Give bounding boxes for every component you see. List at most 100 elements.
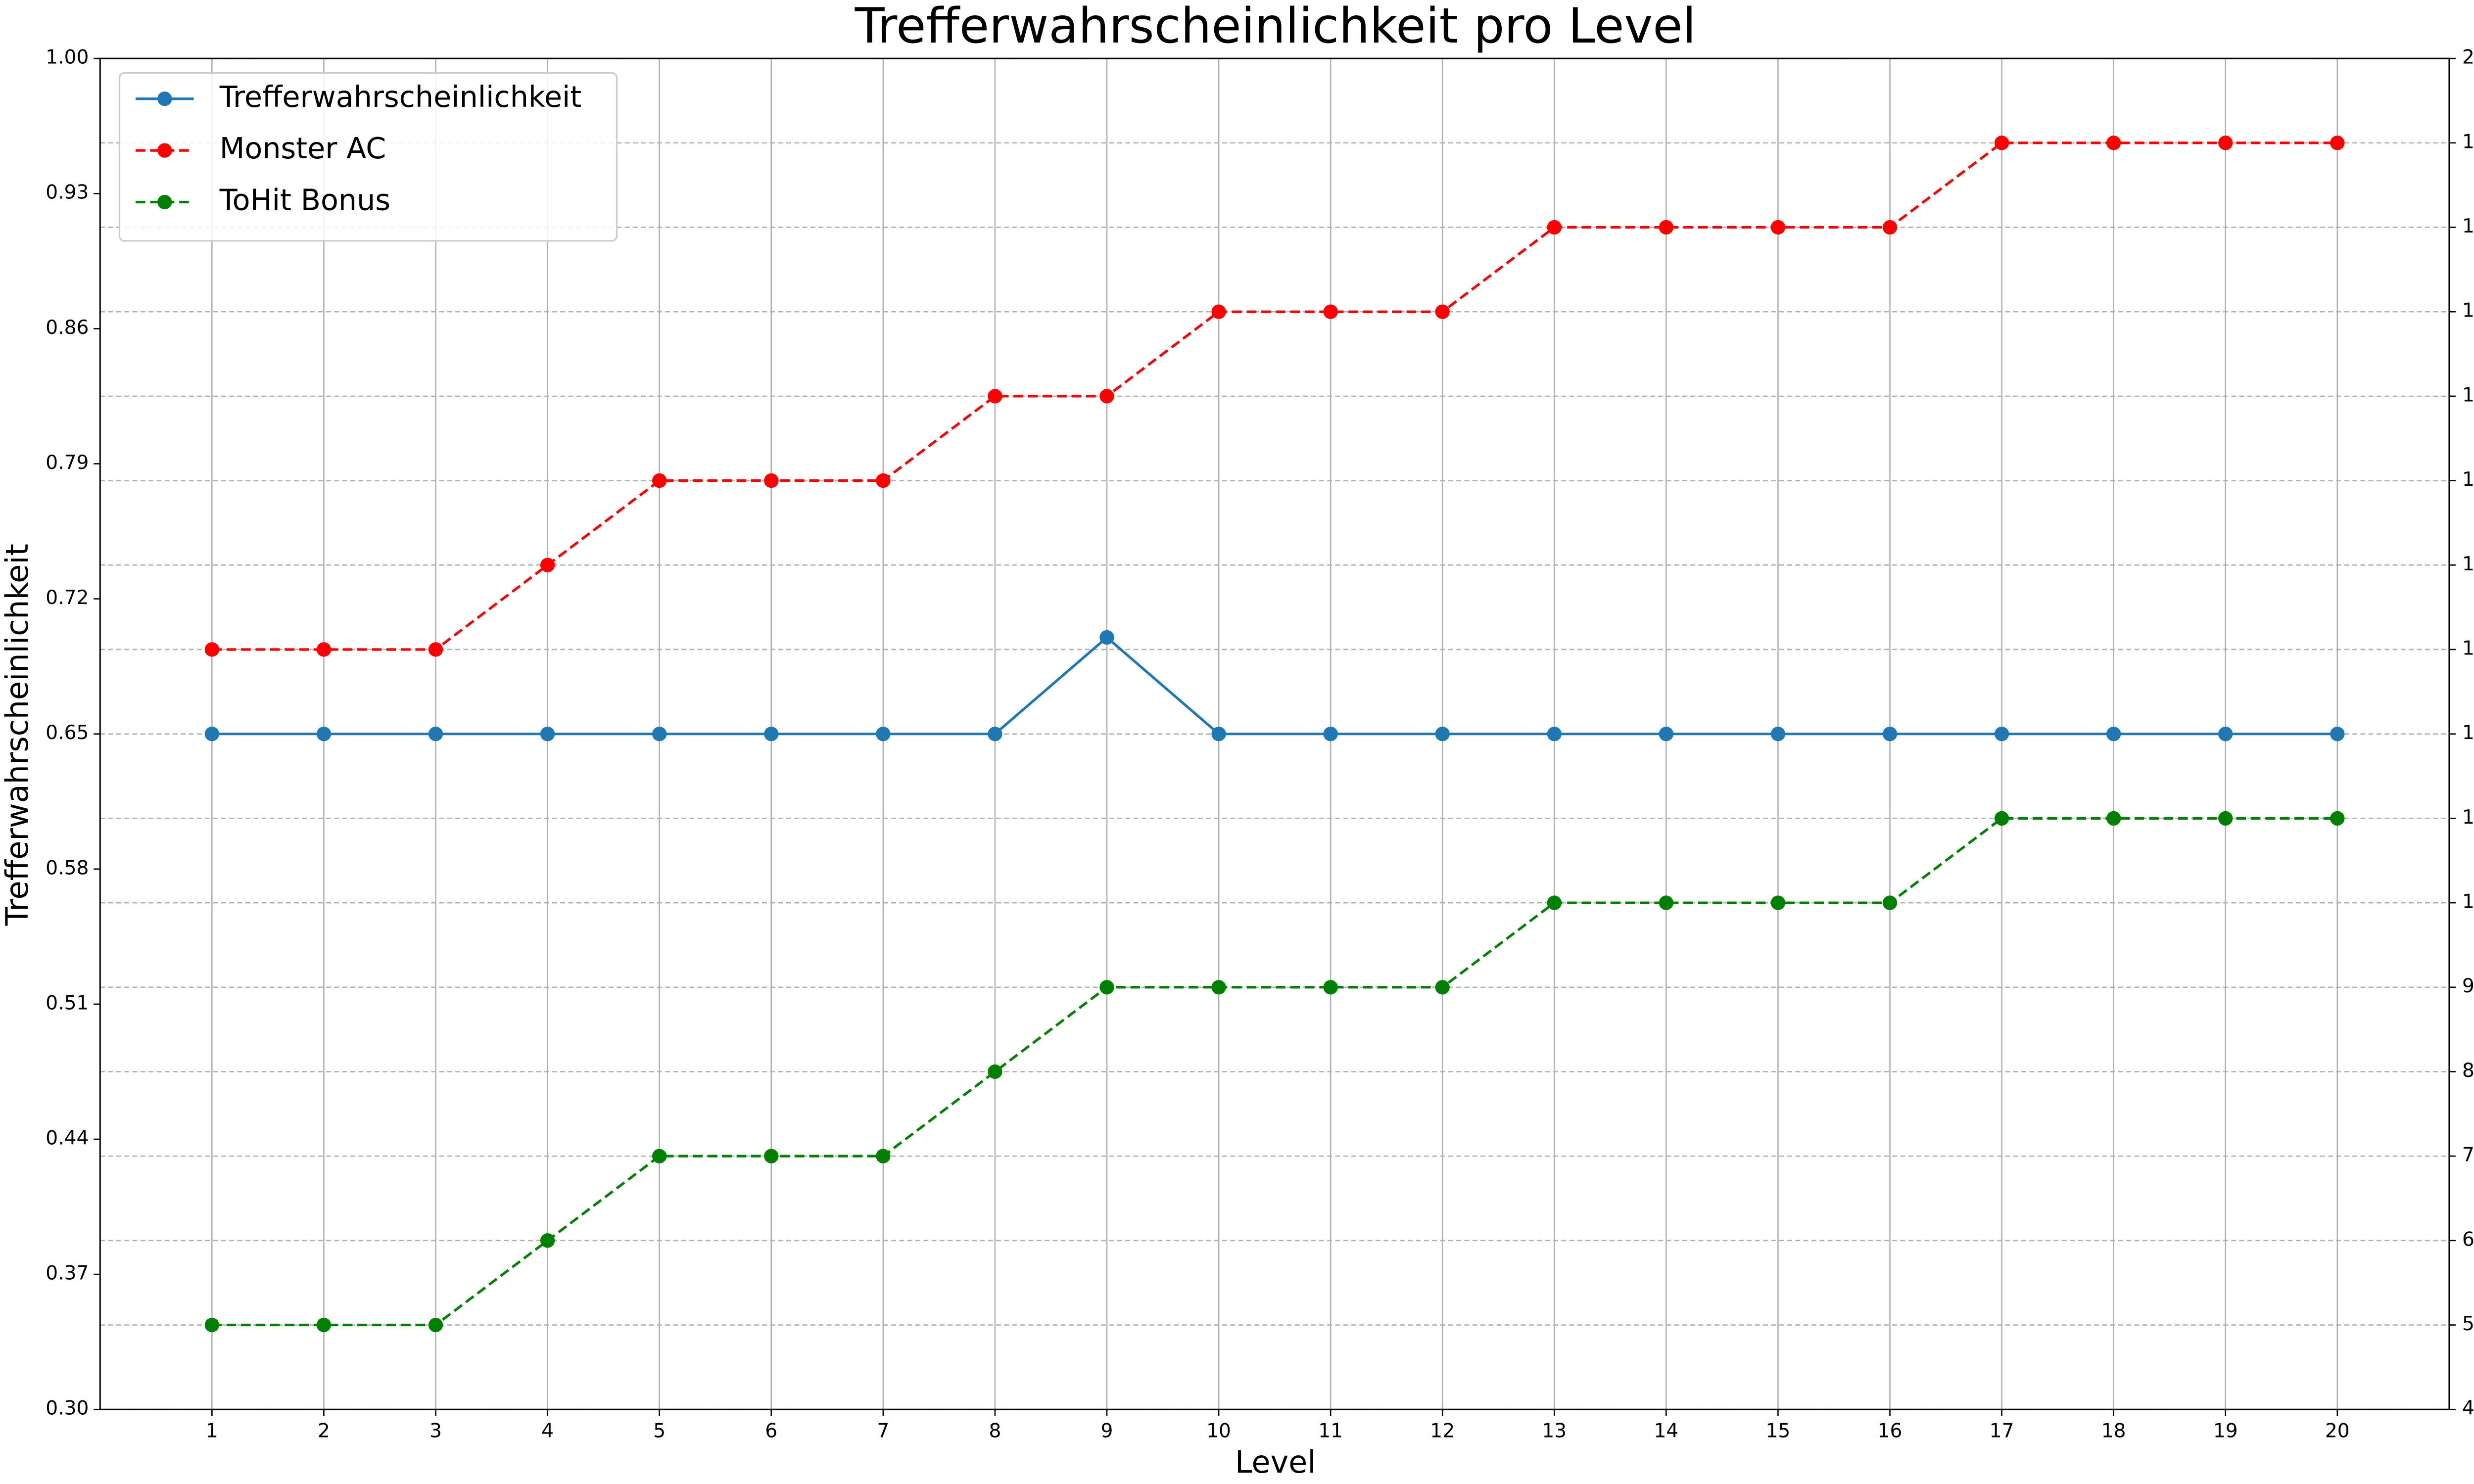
y-tick-label: 0.30 (46, 1397, 89, 1420)
data-point (1099, 630, 1114, 645)
data-point (2218, 136, 2233, 150)
data-point (1659, 727, 1674, 742)
data-point (1099, 389, 1114, 404)
x-tick-label: 15 (1766, 1420, 1791, 1442)
data-point (540, 727, 555, 742)
data-point (1994, 811, 2009, 826)
data-point (2218, 811, 2233, 826)
data-point (1659, 220, 1674, 235)
data-point (1323, 304, 1338, 319)
x-tick-label: 6 (765, 1420, 777, 1442)
data-point (1435, 727, 1450, 742)
legend-label: Monster AC (220, 131, 386, 165)
x-tick-label: 9 (1101, 1420, 1113, 1442)
data-point (1547, 895, 1562, 910)
y-tick-label: 1.00 (46, 46, 89, 69)
data-point (540, 557, 555, 572)
x-tick-label: 4 (541, 1420, 554, 1442)
data-point (204, 1317, 220, 1333)
data-point (652, 1149, 667, 1163)
data-point (764, 1149, 779, 1163)
data-point (1770, 727, 1786, 742)
x-tick-label: 11 (1318, 1420, 1343, 1442)
y-tick-label: 0.51 (46, 992, 89, 1014)
data-point (1435, 980, 1450, 995)
data-point (1770, 220, 1786, 235)
data-point (1547, 220, 1562, 235)
data-point (1994, 136, 2009, 150)
data-point (2218, 727, 2233, 742)
data-point (764, 473, 779, 488)
data-point (1323, 727, 1338, 742)
y-tick-label: 0.58 (46, 857, 89, 879)
x-tick-label: 14 (1654, 1420, 1678, 1442)
y2-tick-label: 11 (2462, 806, 2474, 829)
data-point (2106, 136, 2121, 150)
y2-tick-label: 13 (2462, 637, 2474, 659)
x-tick-label: 2 (318, 1420, 330, 1442)
y-tick-label: 0.65 (46, 722, 89, 744)
x-tick-label: 13 (1542, 1420, 1567, 1442)
x-tick-label: 19 (2213, 1420, 2238, 1442)
series-line (212, 141, 2337, 651)
legend-marker (157, 143, 172, 158)
data-point (1882, 727, 1898, 742)
y-tick-label: 0.44 (46, 1127, 89, 1150)
data-point (1211, 980, 1226, 995)
y2-tick-label: 14 (2462, 553, 2474, 575)
y-axis-label: Trefferwahrscheinlichkeit (0, 544, 35, 926)
x-tick-label: 3 (429, 1420, 442, 1442)
data-point (316, 1317, 332, 1333)
x-tick-label: 20 (2325, 1420, 2350, 1442)
series-line (212, 636, 2337, 736)
data-point (988, 389, 1002, 404)
data-point (876, 1149, 891, 1163)
x-tick-label: 18 (2101, 1420, 2126, 1442)
data-point (1099, 980, 1114, 995)
y-tick-label: 0.79 (46, 452, 89, 474)
y2-tick-label: 8 (2462, 1060, 2474, 1082)
y2-tick-label: 5 (2462, 1313, 2474, 1335)
y-tick-label: 0.37 (46, 1262, 89, 1285)
y2-tick-label: 10 (2462, 891, 2474, 913)
data-point (652, 473, 667, 488)
data-point (1323, 980, 1338, 995)
x-tick-label: 7 (877, 1420, 889, 1442)
y2-tick-label: 15 (2462, 468, 2474, 491)
y2-tick-label: 9 (2462, 975, 2474, 997)
data-point (1211, 727, 1226, 742)
data-point (2330, 811, 2345, 826)
data-point (540, 1233, 555, 1248)
data-point (2330, 727, 2345, 742)
x-tick-label: 1 (206, 1420, 218, 1442)
data-point (764, 727, 779, 742)
data-point (1435, 304, 1450, 319)
x-tick-label: 12 (1430, 1420, 1455, 1442)
data-point (428, 727, 443, 742)
y2-tick-label: 20 (2462, 46, 2474, 69)
legend-box (118, 72, 618, 242)
legend-marker (157, 194, 172, 210)
legend-marker (157, 92, 172, 106)
y2-tick-label: 12 (2462, 722, 2474, 744)
y-tick-label: 0.93 (46, 182, 89, 204)
data-point (2106, 727, 2121, 742)
y2-tick-label: 18 (2462, 215, 2474, 237)
data-point (1547, 727, 1562, 742)
data-point (204, 642, 220, 657)
data-point (428, 1317, 443, 1333)
data-point (316, 642, 332, 657)
data-point (1659, 895, 1674, 910)
data-point (988, 1064, 1002, 1079)
y2-tick-label: 4 (2462, 1397, 2474, 1420)
data-point (988, 727, 1002, 742)
y2-tick-label: 7 (2462, 1144, 2474, 1166)
y2-tick-label: 17 (2462, 300, 2474, 322)
x-axis-label: Level (1235, 1444, 1316, 1480)
data-point (652, 727, 667, 742)
data-point (1882, 220, 1898, 235)
y2-tick-label: 6 (2462, 1228, 2474, 1251)
x-tick-label: 17 (1990, 1420, 2014, 1442)
